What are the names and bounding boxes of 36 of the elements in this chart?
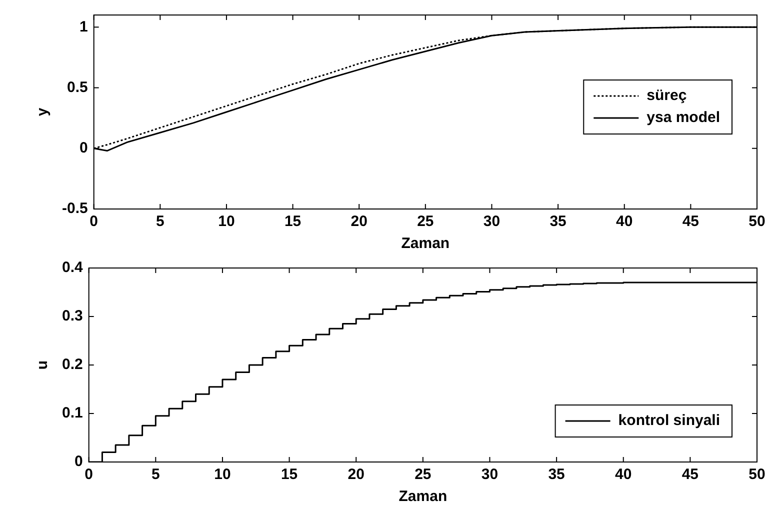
y-tick-label: 0 <box>74 453 83 470</box>
x-tick-label: 10 <box>218 213 235 230</box>
x-tick-label: 40 <box>615 466 632 484</box>
x-tick-label: 25 <box>417 213 434 230</box>
x-axis-title: Zaman <box>398 488 448 506</box>
x-tick-label: 50 <box>748 466 766 484</box>
y-tick-label: 0.1 <box>62 404 83 422</box>
x-tick-label: 25 <box>414 466 432 484</box>
y-axis-title: u <box>34 360 52 370</box>
x-tick-label: 20 <box>348 466 364 484</box>
x-tick-label: 45 <box>682 213 700 230</box>
y-tick-label: 0.3 <box>62 308 83 325</box>
x-tick-label: 20 <box>350 213 368 230</box>
x-tick-label: 5 <box>151 466 160 484</box>
x-tick-label: 30 <box>481 466 498 484</box>
x-tick-label: 30 <box>483 213 500 230</box>
x-tick-label: 35 <box>550 213 566 230</box>
x-tick-label: 40 <box>616 213 633 230</box>
y-tick-label: 0.4 <box>62 259 84 276</box>
x-tick-label: 15 <box>284 213 302 230</box>
x-tick-label: 10 <box>214 466 231 484</box>
y-tick-label: 0 <box>80 140 88 157</box>
legend-label: kontrol sinyali <box>618 412 720 430</box>
x-axis-title: Zaman <box>401 235 450 252</box>
y-tick-label: 1 <box>80 18 88 36</box>
y-axis-title: y <box>34 107 52 116</box>
x-tick-label: 15 <box>280 466 298 484</box>
legend-label: ysa model <box>646 109 720 126</box>
y-tick-label: -0.5 <box>62 200 88 218</box>
legend-label: süreç <box>646 87 687 104</box>
y-tick-label: 0.2 <box>62 356 83 374</box>
x-tick-label: 50 <box>748 213 766 230</box>
y-tick-label: 0.5 <box>66 78 88 96</box>
x-tick-label: 5 <box>156 213 164 230</box>
x-tick-label: 45 <box>682 466 699 484</box>
x-tick-label: 35 <box>548 466 565 484</box>
